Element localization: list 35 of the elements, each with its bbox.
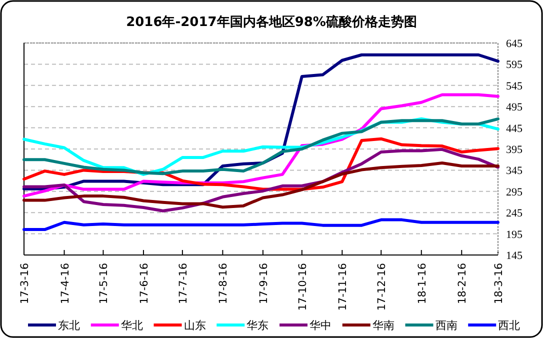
legend-label: 山东 [184, 319, 206, 332]
legend-label: 华南 [372, 319, 394, 332]
legend-label: 华中 [310, 319, 332, 332]
y-tick-label: 245 [506, 208, 523, 220]
y-tick-label: 495 [506, 102, 523, 114]
x-tick-label: 18-2-16 [456, 262, 469, 304]
x-tick-label: 17-11-16 [337, 262, 350, 311]
legend-label: 华北 [120, 319, 143, 332]
y-tick-label: 645 [506, 38, 523, 50]
x-tick-label: 17-7-16 [177, 262, 190, 304]
y-tick-label: 595 [506, 59, 523, 72]
y-tick-label: 545 [506, 80, 523, 92]
y-tick-label: 295 [506, 186, 523, 198]
y-tick-label: 445 [506, 122, 523, 135]
x-tick-label: 17-8-16 [218, 262, 230, 304]
x-tick-label: 17-9-16 [258, 262, 270, 304]
x-tick-label: 17-4-16 [59, 262, 72, 304]
x-tick-label: 17-10-16 [296, 262, 309, 311]
legend-label: 西南 [435, 319, 458, 332]
y-tick-label: 395 [506, 144, 523, 156]
y-tick-label: 145 [506, 250, 523, 262]
line-series [22, 218, 500, 232]
x-tick-label: 17-3-16 [19, 262, 31, 304]
y-tick-label: 345 [506, 165, 523, 178]
x-tick-label: 17-12-16 [376, 262, 388, 311]
x-tick-label: 18-3-16 [493, 262, 505, 304]
legend-label: 东北 [58, 319, 80, 332]
chart-title: 2016年-2017年国内各地区98%硫酸价格走势图 [126, 14, 417, 30]
x-tick-label: 17-5-16 [98, 262, 110, 304]
line-series [22, 161, 500, 209]
y-tick-label: 195 [506, 228, 523, 241]
legend-label: 华东 [246, 319, 269, 332]
x-tick-label: 17-6-16 [138, 262, 150, 304]
legend-label: 西北 [498, 319, 520, 332]
x-tick-label: 18-1-16 [416, 262, 428, 304]
